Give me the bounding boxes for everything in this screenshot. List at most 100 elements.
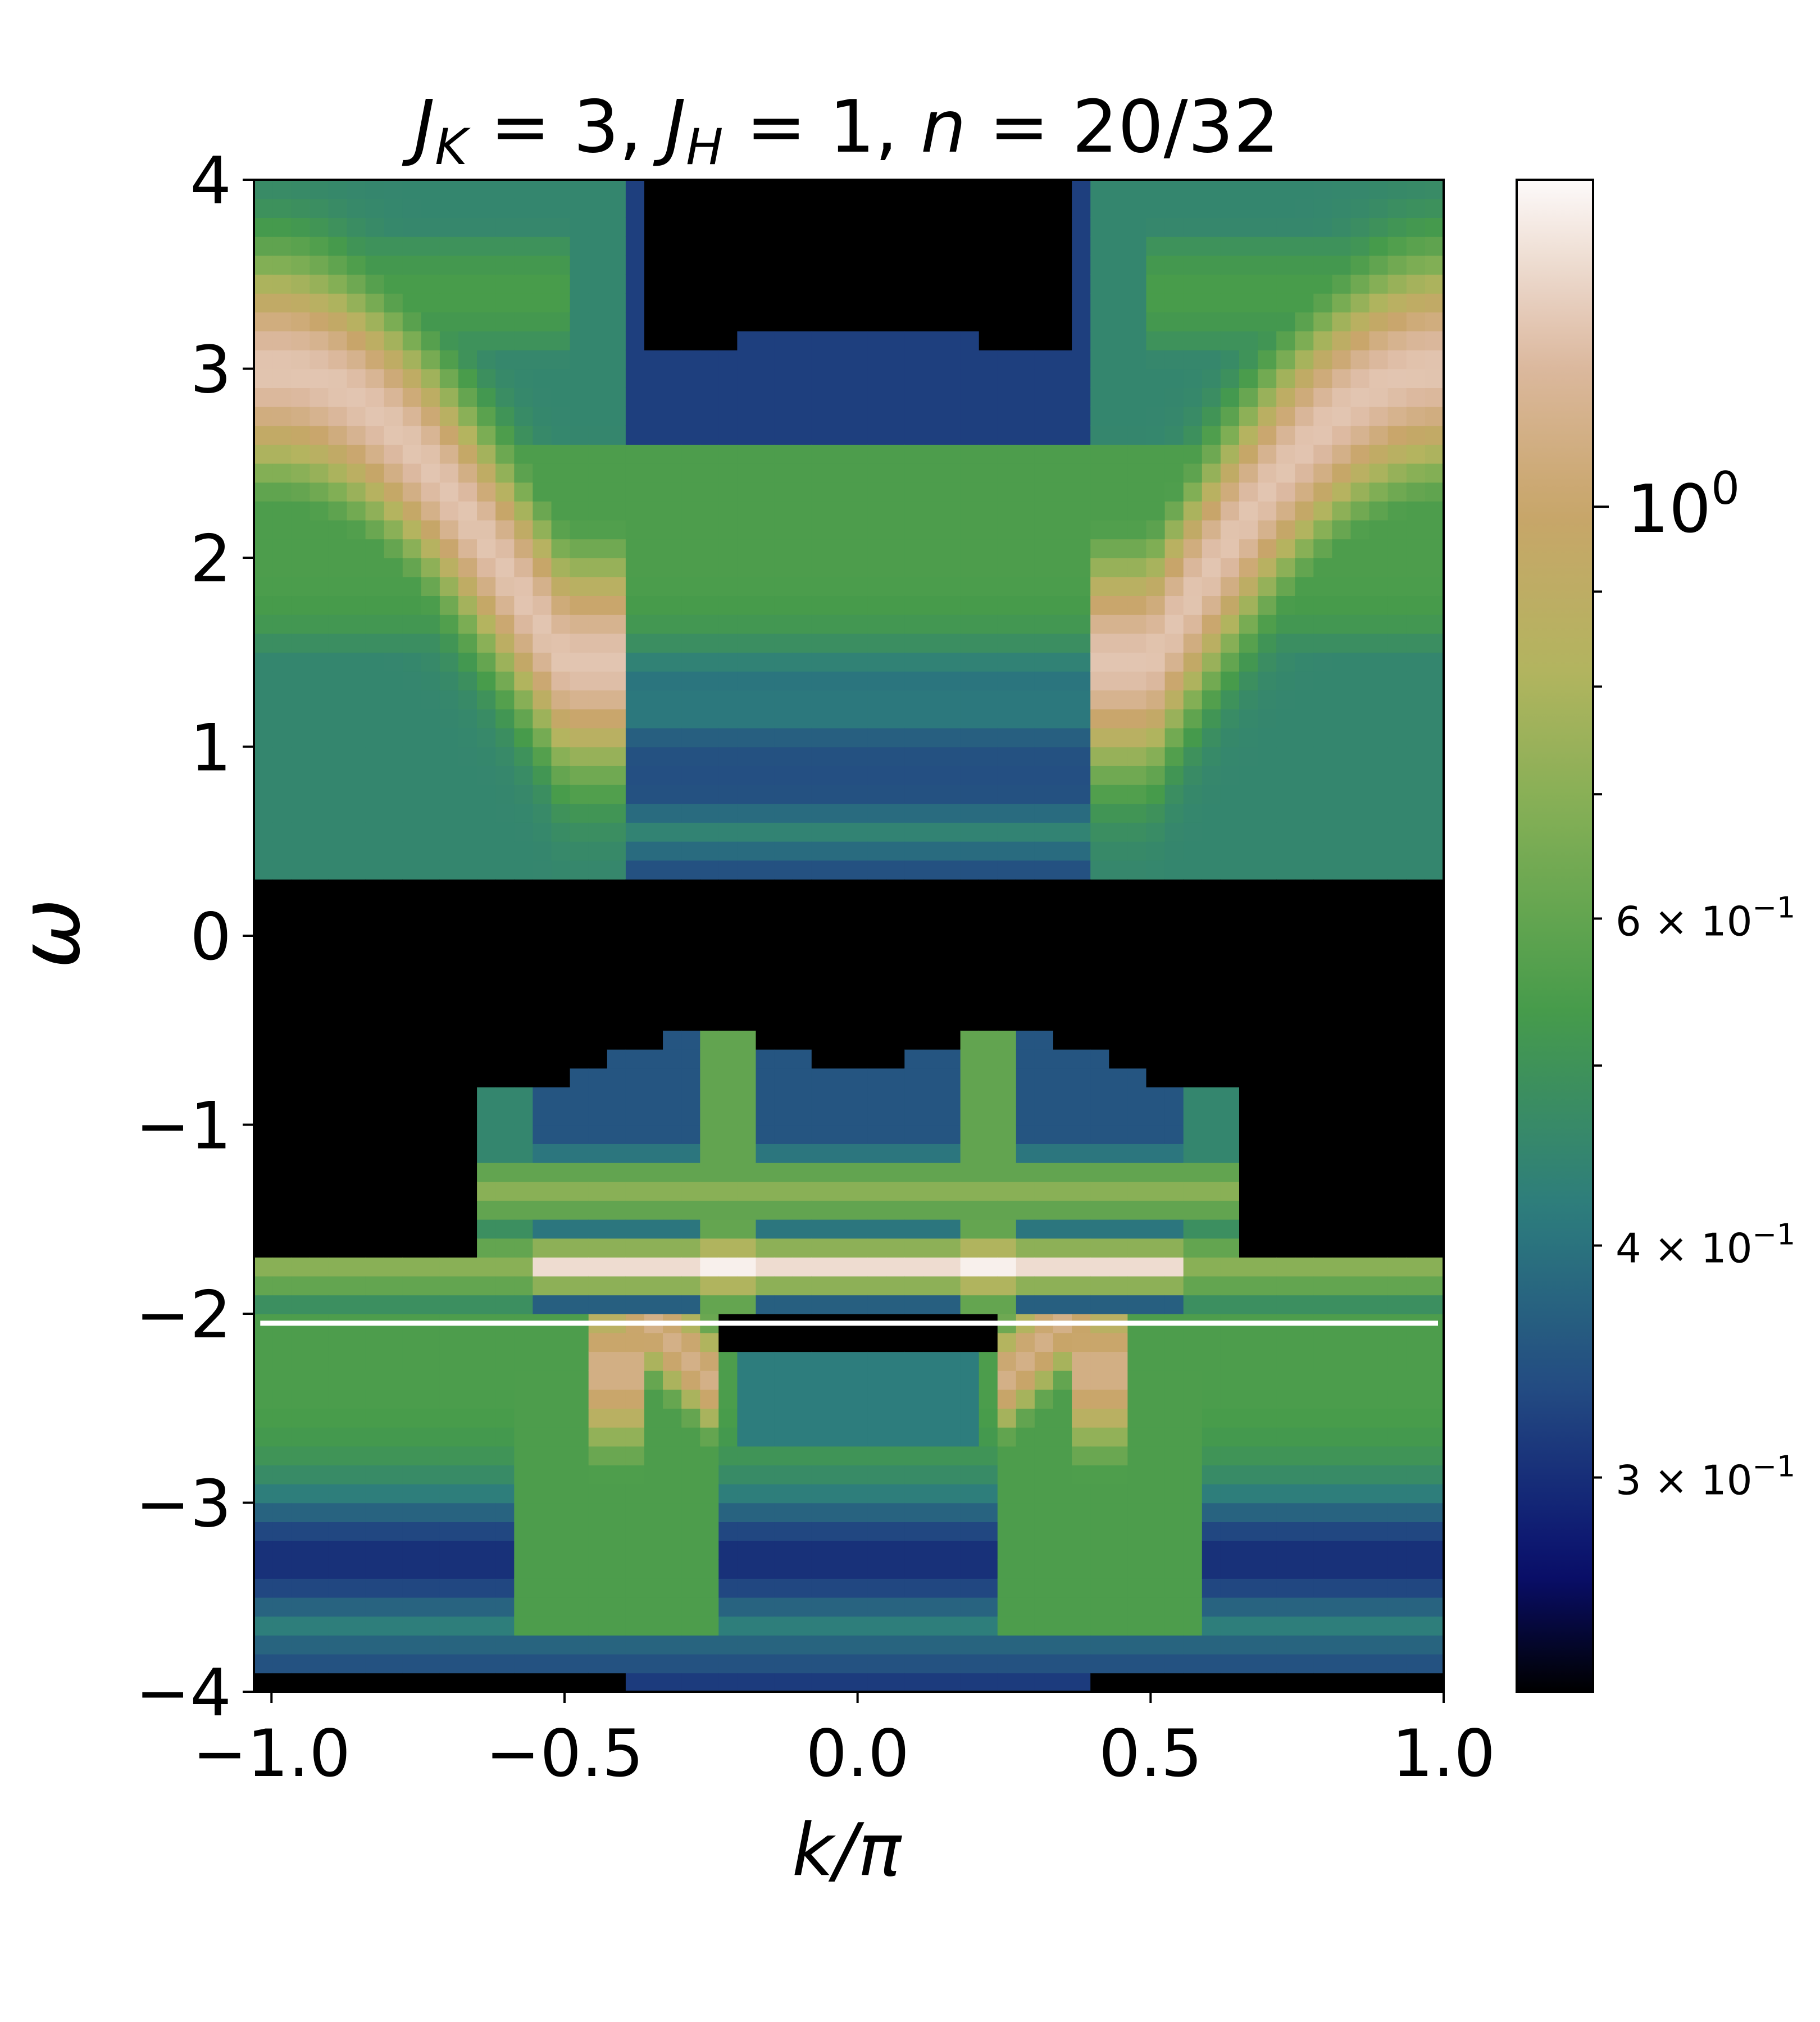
heatmap-cell bbox=[328, 898, 348, 918]
heatmap-cell bbox=[737, 576, 757, 596]
heatmap-cell bbox=[1164, 1295, 1184, 1314]
heatmap-cell bbox=[384, 709, 403, 728]
heatmap-cell bbox=[1220, 1295, 1240, 1314]
heatmap-cell bbox=[737, 784, 757, 804]
heatmap-cell bbox=[384, 917, 403, 936]
heatmap-cell bbox=[1406, 1389, 1426, 1409]
heatmap-cell bbox=[1202, 217, 1221, 237]
heatmap-cell bbox=[1016, 388, 1035, 407]
heatmap-cell bbox=[681, 368, 701, 388]
heatmap-cell bbox=[904, 180, 924, 199]
heatmap-cell bbox=[439, 388, 459, 407]
heatmap-cell bbox=[1146, 482, 1166, 502]
heatmap-cell bbox=[328, 217, 348, 237]
heatmap-cell bbox=[997, 1502, 1017, 1522]
heatmap-cell bbox=[941, 388, 961, 407]
heatmap-cell bbox=[328, 595, 348, 615]
heatmap-cell bbox=[1350, 879, 1370, 899]
heatmap-cell bbox=[1164, 1446, 1184, 1465]
heatmap-cell bbox=[904, 1332, 924, 1352]
heatmap-cell bbox=[347, 1105, 366, 1126]
heatmap-cell bbox=[272, 406, 292, 426]
heatmap-cell bbox=[1220, 1181, 1240, 1201]
heatmap-cell bbox=[1313, 1181, 1333, 1201]
heatmap-cell bbox=[811, 709, 831, 728]
heatmap-cell bbox=[867, 992, 886, 1012]
heatmap-cell bbox=[979, 1578, 998, 1598]
heatmap-cell bbox=[681, 727, 701, 748]
heatmap-cell bbox=[1387, 954, 1407, 974]
heatmap-cell bbox=[1295, 1654, 1314, 1674]
heatmap-cell bbox=[1258, 973, 1277, 993]
heatmap-cell bbox=[588, 1540, 608, 1560]
heatmap-cell bbox=[1183, 198, 1203, 218]
heatmap-cell bbox=[254, 312, 273, 331]
heatmap-cell bbox=[663, 1124, 682, 1144]
heatmap-cell bbox=[365, 217, 385, 237]
heatmap-cell bbox=[347, 803, 366, 823]
heatmap-cell bbox=[514, 936, 534, 955]
heatmap-cell bbox=[1295, 1446, 1314, 1465]
heatmap-cell bbox=[588, 1124, 608, 1144]
heatmap-cell bbox=[1090, 1654, 1110, 1674]
heatmap-cell bbox=[997, 860, 1017, 880]
heatmap-cell bbox=[1220, 1408, 1240, 1428]
heatmap-cell bbox=[551, 633, 571, 653]
heatmap-cell bbox=[310, 1276, 329, 1296]
heatmap-cell bbox=[700, 822, 720, 842]
heatmap-cell bbox=[347, 1408, 366, 1428]
heatmap-cell bbox=[1387, 1011, 1407, 1031]
heatmap-cell bbox=[886, 1597, 906, 1617]
heatmap-cell bbox=[272, 860, 292, 880]
heatmap-cell bbox=[793, 1257, 812, 1277]
heatmap-cell bbox=[718, 274, 738, 294]
heatmap-cell bbox=[774, 973, 794, 993]
heatmap-cell bbox=[607, 520, 626, 540]
heatmap-cell bbox=[811, 1578, 831, 1598]
heatmap-cell bbox=[1109, 1144, 1129, 1163]
heatmap-cell bbox=[1313, 1030, 1333, 1050]
heatmap-cell bbox=[1202, 1257, 1221, 1277]
heatmap-cell bbox=[1276, 198, 1296, 218]
heatmap-cell bbox=[1387, 841, 1407, 861]
heatmap-cell bbox=[570, 860, 589, 880]
heatmap-cell bbox=[1016, 1011, 1035, 1031]
heatmap-cell bbox=[1016, 1124, 1035, 1144]
heatmap-cell bbox=[1332, 1597, 1352, 1617]
heatmap-cell bbox=[421, 936, 440, 955]
heatmap-cell bbox=[402, 1654, 422, 1674]
heatmap-cell bbox=[979, 444, 998, 464]
heatmap-cell bbox=[756, 482, 775, 502]
heatmap-cell bbox=[551, 576, 571, 596]
heatmap-cell bbox=[960, 1578, 980, 1598]
heatmap-cell bbox=[1127, 520, 1147, 540]
heatmap-cell bbox=[347, 936, 366, 955]
heatmap-cell bbox=[941, 1502, 961, 1522]
heatmap-cell bbox=[1295, 746, 1314, 766]
heatmap-cell bbox=[700, 746, 720, 766]
heatmap-cell bbox=[1146, 520, 1166, 540]
heatmap-cell bbox=[756, 1276, 775, 1296]
heatmap-cell bbox=[310, 936, 329, 955]
heatmap-cell bbox=[347, 558, 366, 577]
heatmap-cell bbox=[979, 1616, 998, 1636]
heatmap-cell bbox=[830, 1483, 849, 1504]
heatmap-cell bbox=[551, 1522, 571, 1541]
heatmap-cell bbox=[960, 1105, 980, 1126]
heatmap-cell bbox=[347, 614, 366, 634]
heatmap-cell bbox=[960, 501, 980, 521]
heatmap-cell bbox=[904, 520, 924, 540]
heatmap-cell bbox=[570, 690, 589, 709]
heatmap-cell bbox=[681, 633, 701, 653]
heatmap-cell bbox=[1090, 917, 1110, 936]
heatmap-cell bbox=[310, 406, 329, 426]
heatmap-cell bbox=[477, 236, 496, 256]
heatmap-cell bbox=[570, 1483, 589, 1504]
heatmap-cell bbox=[421, 406, 440, 426]
heatmap-cell bbox=[1053, 1276, 1072, 1296]
heatmap-cell bbox=[625, 992, 645, 1012]
heatmap-cell bbox=[1164, 860, 1184, 880]
heatmap-cell bbox=[1369, 1597, 1389, 1617]
heatmap-cell bbox=[941, 1087, 961, 1106]
heatmap-cell bbox=[588, 1257, 608, 1277]
